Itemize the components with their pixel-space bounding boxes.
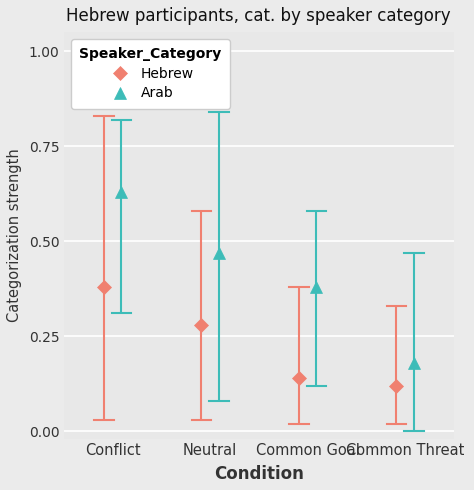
X-axis label: Condition: Condition bbox=[214, 465, 304, 483]
Legend: Hebrew, Arab: Hebrew, Arab bbox=[71, 39, 230, 109]
Y-axis label: Categorization strength: Categorization strength bbox=[7, 148, 22, 322]
Title: Hebrew participants, cat. by speaker category: Hebrew participants, cat. by speaker cat… bbox=[66, 7, 451, 25]
